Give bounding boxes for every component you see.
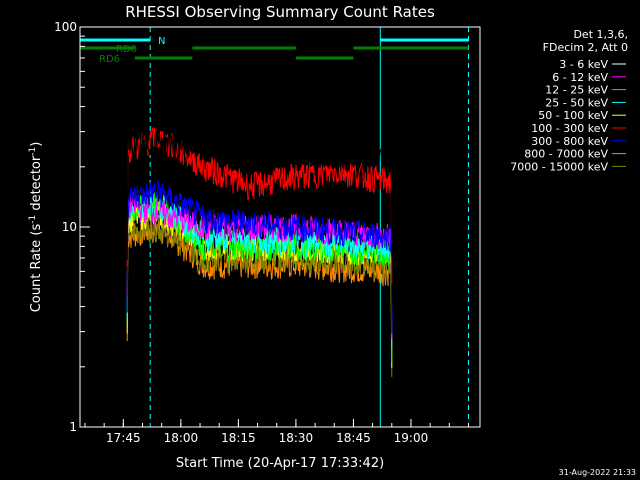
legend-label: 12 - 25 keV bbox=[545, 84, 608, 97]
series-layer bbox=[126, 127, 393, 378]
rd6-flag-label: RD6 bbox=[99, 54, 120, 65]
chart-title: RHESSI Observing Summary Count Rates bbox=[125, 3, 435, 21]
series-line bbox=[126, 128, 393, 261]
legend-header-1: Det 1,3,6, bbox=[573, 28, 628, 41]
series-line bbox=[126, 179, 393, 334]
y-axis-label-sup2: -1 bbox=[28, 147, 38, 156]
y-tick-label: 1 bbox=[69, 420, 77, 434]
y-tick-label: 10 bbox=[62, 220, 77, 234]
x-tick-label: 18:00 bbox=[164, 431, 199, 445]
y-axis-label-main: Count Rate (s bbox=[29, 224, 44, 313]
legend-label: 800 - 7000 keV bbox=[524, 148, 608, 161]
y-tick-label: 100 bbox=[54, 20, 77, 34]
series-line bbox=[126, 127, 393, 284]
x-tick-label: 18:15 bbox=[221, 431, 256, 445]
legend-header-2: FDecim 2, Att 0 bbox=[543, 41, 628, 54]
legend-label: 6 - 12 keV bbox=[552, 71, 608, 84]
y-axis-label-sup1: -1 bbox=[28, 215, 38, 224]
x-tick-label: 18:30 bbox=[279, 431, 314, 445]
x-tick-label: 18:45 bbox=[336, 431, 371, 445]
legend-label: 300 - 800 keV bbox=[531, 135, 608, 148]
x-tick-label: 17:45 bbox=[106, 431, 141, 445]
night-flag-label: N bbox=[158, 36, 165, 47]
rd0-flag-label: RD0 bbox=[116, 44, 137, 55]
y-axis-label: Count Rate (s-1 detector-1) bbox=[28, 142, 44, 313]
footer-date: 31-Aug-2022 21:33 bbox=[559, 468, 636, 477]
legend-label: 3 - 6 keV bbox=[559, 58, 608, 71]
y-axis-label-end: ) bbox=[29, 142, 44, 147]
legend-label: 100 - 300 keV bbox=[531, 122, 608, 135]
legend-label: 50 - 100 keV bbox=[538, 109, 608, 122]
x-tick-label: 19:00 bbox=[394, 431, 429, 445]
y-axis-label-mid: detector bbox=[29, 155, 44, 215]
axis-ticks: 17:45 18:00 18:15 18:30 18:45 19:00 1 10 100 bbox=[54, 20, 469, 445]
legend-label: 25 - 50 keV bbox=[545, 96, 608, 109]
legend-label: 7000 - 15000 keV bbox=[510, 160, 608, 173]
x-axis-label: Start Time (20-Apr-17 17:33:42) bbox=[176, 456, 384, 471]
